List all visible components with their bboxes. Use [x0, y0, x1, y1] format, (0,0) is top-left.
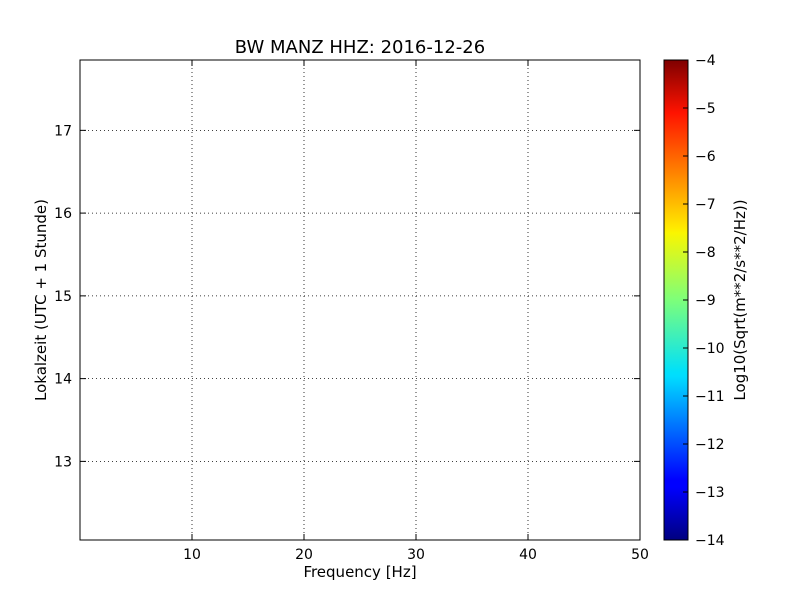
colorbar-tick-label: −8 — [695, 245, 716, 261]
y-tick-label: 17 — [54, 123, 72, 139]
y-tick-label: 16 — [54, 206, 72, 222]
colorbar-label: Log10(Sqrt(m**2/s**2/Hz)) — [731, 199, 749, 400]
plot-frame — [79, 59, 641, 541]
y-tick-label: 13 — [54, 454, 72, 470]
colorbar-tick-label: −12 — [695, 437, 725, 453]
x-tick-label: 20 — [295, 547, 313, 563]
colorbar-tick-label: −4 — [695, 53, 716, 69]
x-tick-label: 10 — [183, 547, 201, 563]
colorbar-tick-label: −13 — [695, 485, 725, 501]
x-tick-label: 40 — [519, 547, 537, 563]
colorbar-axis: −4 −5 −6 −7 −8 −9 −10 −11 −12 −13 −14 — [683, 53, 725, 549]
colorbar-tick-label: −9 — [695, 293, 716, 309]
y-axis: 13 14 15 16 17 — [54, 123, 640, 470]
grid-lines — [80, 60, 640, 540]
colorbar-tick-label: −11 — [695, 389, 725, 405]
colorbar-tick-label: −10 — [695, 341, 725, 357]
x-axis: 10 20 30 40 50 — [183, 60, 649, 563]
chart-title: BW MANZ HHZ: 2016-12-26 — [235, 37, 485, 58]
x-tick-label: 50 — [631, 547, 649, 563]
y-tick-label: 14 — [54, 372, 72, 388]
y-axis-label: Lokalzeit (UTC + 1 Stunde) — [32, 199, 50, 401]
x-tick-label: 30 — [407, 547, 425, 563]
y-tick-label: 15 — [54, 289, 72, 305]
colorbar-tick-label: −6 — [695, 149, 716, 165]
colorbar-tick-label: −14 — [695, 533, 725, 549]
colorbar-tick-label: −5 — [695, 101, 716, 117]
colorbar-tick-label: −7 — [695, 197, 716, 213]
x-axis-label: Frequency [Hz] — [303, 563, 416, 581]
